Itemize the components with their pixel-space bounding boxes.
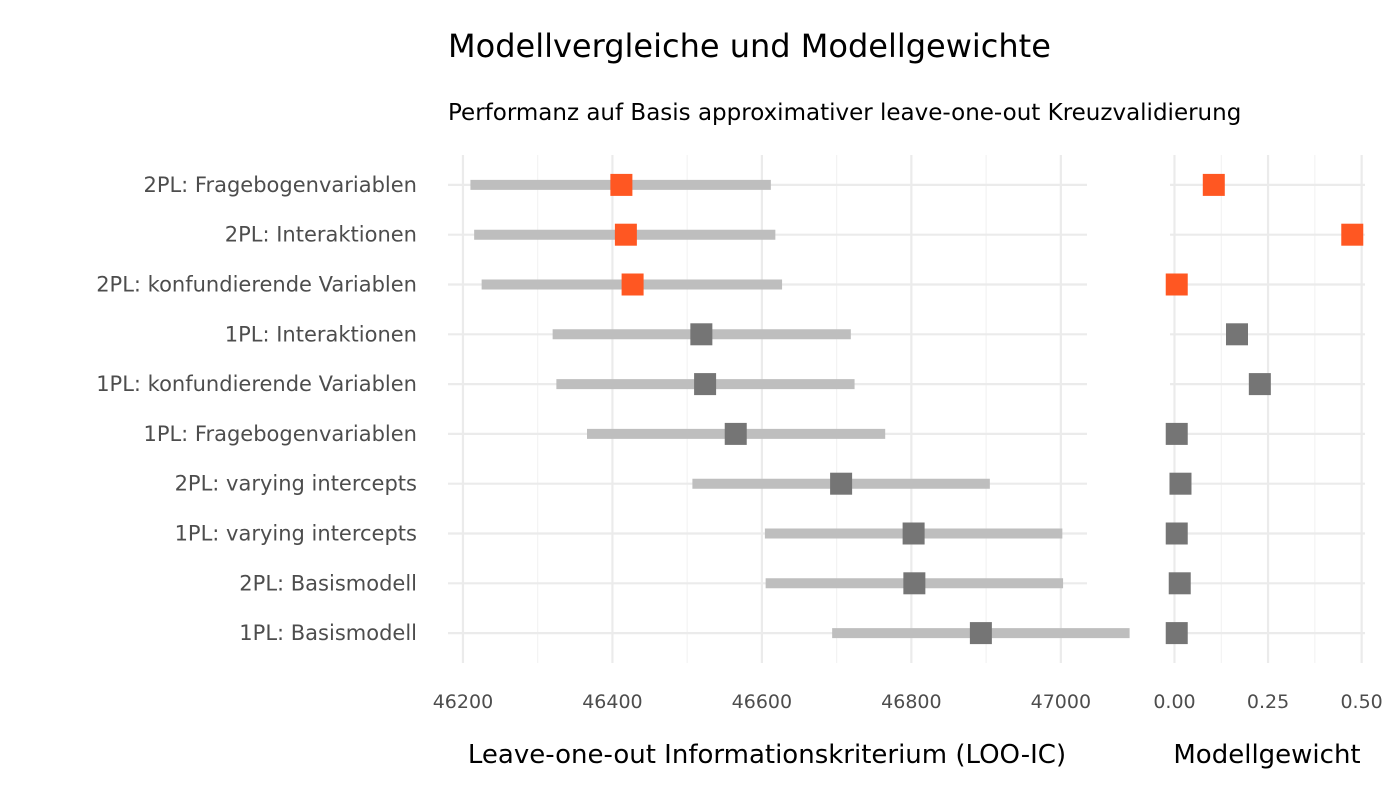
- x-tick-label: 46400: [582, 691, 642, 713]
- point: [903, 572, 926, 595]
- x-tick-label: 46600: [732, 691, 792, 713]
- y-tick-label: 2PL: varying intercepts: [175, 472, 417, 496]
- weight-tick-labels: 0.00 0.25 0.50: [1153, 691, 1382, 713]
- y-tick-label: 1PL: varying intercepts: [175, 522, 417, 546]
- weight-marks: [1165, 173, 1364, 645]
- weight-axis-title: Modellgewicht: [1173, 740, 1360, 770]
- point: [1165, 522, 1188, 545]
- y-tick-label: 1PL: Interaktionen: [225, 322, 417, 346]
- x-tick-label: 0.50: [1340, 691, 1382, 713]
- x-tick-label: 0.25: [1247, 691, 1289, 713]
- weight-grid: [1170, 155, 1365, 663]
- chart-subtitle: Performanz auf Basis approximativer leav…: [448, 100, 1241, 126]
- point: [1165, 622, 1188, 645]
- y-tick-label: 1PL: Fragebogenvariablen: [143, 422, 417, 446]
- y-tick-label: 1PL: konfundierende Variablen: [96, 372, 417, 396]
- point: [1169, 472, 1192, 495]
- y-axis-labels: 2PL: Fragebogenvariablen 2PL: Interaktion…: [96, 173, 417, 645]
- looic-panel: 46200 46400 46600 46800 47000 Leave-one-out …: [433, 155, 1130, 770]
- y-tick-label: 2PL: Interaktionen: [225, 223, 417, 247]
- point: [830, 472, 853, 495]
- highlight-point: [610, 173, 633, 196]
- highlight-point: [621, 273, 644, 296]
- point: [902, 522, 925, 545]
- point: [1248, 373, 1271, 396]
- weight-panel: 0.00 0.25 0.50 Modellgewicht: [1153, 155, 1383, 770]
- y-tick-label: 2PL: konfundierende Variablen: [96, 273, 417, 297]
- highlight-point: [1165, 273, 1188, 296]
- point: [1168, 572, 1191, 595]
- chart-title: Modellvergleiche und Modellgewichte: [448, 27, 1051, 65]
- x-tick-label: 46800: [881, 691, 941, 713]
- y-tick-label: 2PL: Basismodell: [239, 571, 417, 595]
- point: [1225, 323, 1248, 346]
- looic-axis-title: Leave-one-out Informationskriterium (LOO…: [468, 740, 1066, 770]
- point: [724, 422, 747, 445]
- point: [1165, 422, 1188, 445]
- highlight-point: [1341, 223, 1364, 246]
- x-tick-label: 46200: [433, 691, 493, 713]
- highlight-point: [614, 223, 637, 246]
- y-tick-label: 1PL: Basismodell: [239, 621, 417, 645]
- looic-marks: [470, 173, 1130, 645]
- y-tick-label: 2PL: Fragebogenvariablen: [143, 173, 417, 197]
- highlight-point: [1202, 173, 1225, 196]
- looic-tick-labels: 46200 46400 46600 46800 47000: [433, 691, 1091, 713]
- point: [694, 373, 717, 396]
- x-tick-label: 47000: [1031, 691, 1091, 713]
- point: [969, 622, 992, 645]
- point: [690, 323, 713, 346]
- x-tick-label: 0.00: [1153, 691, 1195, 713]
